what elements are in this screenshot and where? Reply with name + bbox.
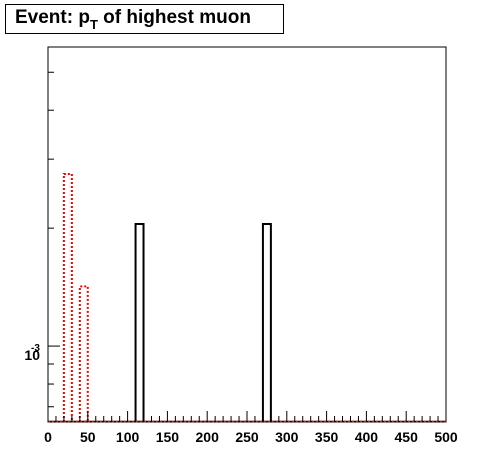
y-axis: 10 -3 — [24, 71, 60, 408]
bars-layer — [48, 172, 446, 423]
title-suffix: of highest muon — [97, 7, 251, 28]
x-tick-label: 400 — [355, 429, 379, 445]
chart-title: Event: pT of highest muon — [5, 4, 284, 34]
series-1-bar-0 — [62, 172, 73, 422]
series-0-bar-1 — [261, 222, 272, 422]
x-tick-label: 50 — [80, 429, 96, 445]
x-tick-label: 500 — [434, 429, 458, 445]
x-tick-label: 200 — [196, 429, 220, 445]
y-tick-exponent: -3 — [31, 343, 40, 354]
series-1-bar-1 — [78, 285, 89, 422]
x-tick-label: 100 — [116, 429, 140, 445]
x-tick-label: 350 — [315, 429, 339, 445]
series-0-bar-0 — [134, 222, 145, 422]
y-tick-label-base: 10 — [24, 347, 40, 363]
plot-frame — [47, 46, 447, 423]
title-prefix: Event: p — [15, 7, 90, 28]
x-tick-label: 150 — [156, 429, 180, 445]
x-tick-label: 450 — [395, 429, 419, 445]
x-axis: 0 50 100 150 200 250 300 350 400 450 500 — [44, 411, 458, 445]
title-subscript: T — [89, 17, 98, 32]
x-tick-label: 250 — [235, 429, 259, 445]
y-tick-label-exponent: -3 — [31, 343, 40, 354]
y-tick-base: 10 — [24, 347, 40, 363]
x-tick-label: 300 — [275, 429, 299, 445]
x-tick-label: 0 — [44, 429, 52, 445]
